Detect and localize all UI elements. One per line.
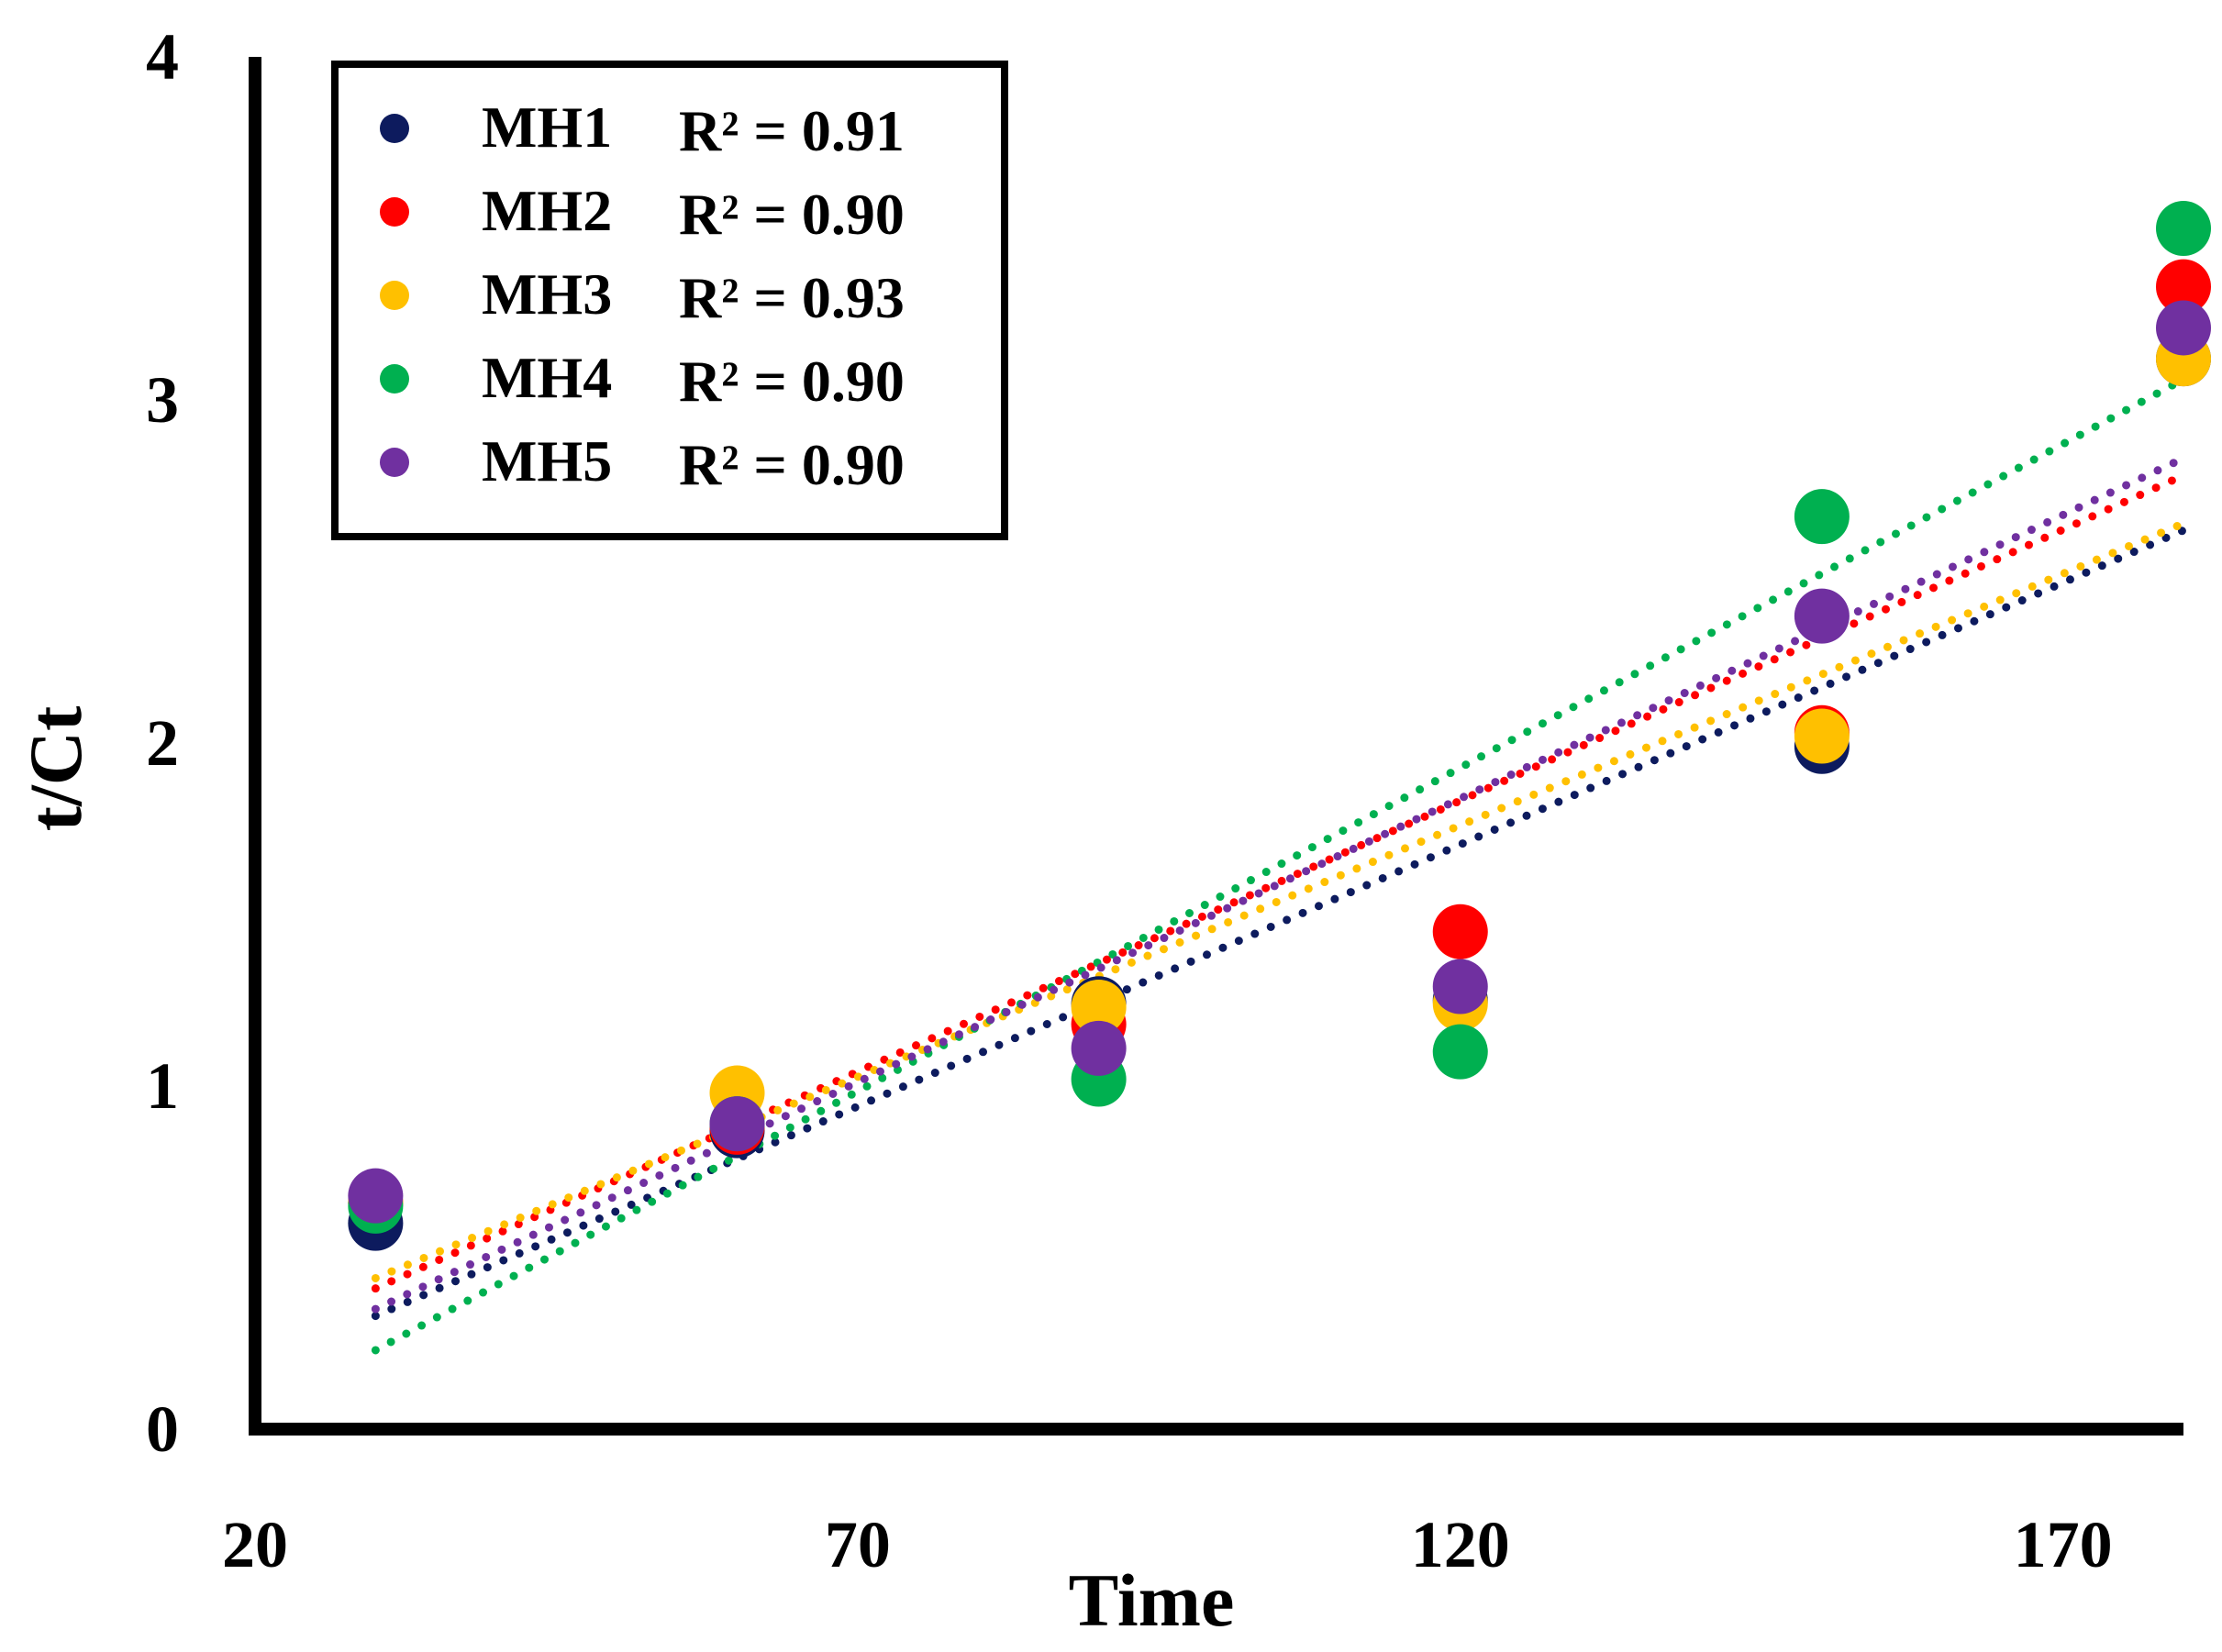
legend-marker-mh5 xyxy=(380,448,409,477)
point-mh5 xyxy=(709,1096,765,1152)
x-tick-labels: 20 70 120 170 xyxy=(222,1508,2113,1581)
trendline-mh5 xyxy=(371,454,2188,1314)
y-tick-label: 2 xyxy=(146,706,179,780)
y-tick-label: 3 xyxy=(146,363,179,437)
legend-marker-mh1 xyxy=(380,114,409,143)
legend-r2-mh1: R² = 0.91 xyxy=(679,98,905,163)
point-mh3 xyxy=(1071,979,1127,1035)
point-mh5 xyxy=(1432,959,1488,1014)
legend-label-mh2: MH2 xyxy=(482,178,612,243)
y-tick-label: 0 xyxy=(146,1392,179,1466)
y-tick-label: 4 xyxy=(146,20,179,94)
legend-marker-mh4 xyxy=(380,364,409,394)
point-mh5 xyxy=(348,1168,404,1224)
point-mh5 xyxy=(2156,300,2211,356)
legend-r2-mh5: R² = 0.90 xyxy=(679,432,905,497)
x-tick-label: 70 xyxy=(825,1508,891,1581)
point-mh5 xyxy=(1794,588,1850,644)
trendline-mh3 xyxy=(371,519,2188,1282)
x-tick-label: 170 xyxy=(2014,1508,2113,1581)
legend-marker-mh3 xyxy=(380,281,409,310)
legend-marker-mh2 xyxy=(380,197,409,227)
trendline-mh2 xyxy=(371,471,2188,1293)
legend: MH1 R² = 0.91 MH2 R² = 0.90 MH3 R² = 0.93 MH4 R… xyxy=(331,61,1008,540)
point-mh2 xyxy=(1432,904,1488,959)
point-mh2 xyxy=(2156,259,2211,315)
legend-r2-mh2: R² = 0.90 xyxy=(679,182,905,247)
trendline-mh1 xyxy=(371,526,2188,1321)
point-mh4 xyxy=(1432,1024,1488,1080)
legend-label-mh3: MH3 xyxy=(482,261,612,327)
legend-label-mh4: MH4 xyxy=(482,345,612,410)
y-axis-title: t/Ct xyxy=(14,706,97,832)
point-mh4 xyxy=(2156,201,2211,256)
x-tick-label: 120 xyxy=(1411,1508,1510,1581)
x-axis-title: Time xyxy=(1069,1558,1235,1642)
y-tick-label: 1 xyxy=(146,1049,179,1123)
legend-label-mh5: MH5 xyxy=(482,428,612,493)
legend-entries: MH1 R² = 0.91 MH2 R² = 0.90 MH3 R² = 0.93 MH4 R… xyxy=(380,94,905,497)
legend-box xyxy=(331,61,1008,540)
trendline-mh4 xyxy=(371,375,2188,1355)
point-mh3 xyxy=(1794,708,1850,764)
x-tick-label: 20 xyxy=(222,1508,288,1581)
legend-label-mh1: MH1 xyxy=(482,94,612,160)
point-mh5 xyxy=(1071,1020,1127,1076)
data-points xyxy=(348,201,2211,1251)
y-tick-labels: 0 1 2 3 4 xyxy=(146,20,179,1466)
legend-r2-mh4: R² = 0.90 xyxy=(679,349,905,414)
point-mh4 xyxy=(1794,489,1850,545)
legend-r2-mh3: R² = 0.93 xyxy=(679,265,905,330)
trendlines xyxy=(371,375,2188,1355)
